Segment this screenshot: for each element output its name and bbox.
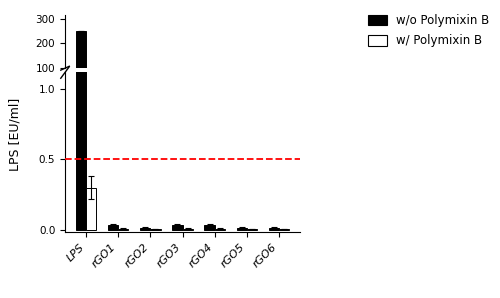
Bar <box>86 187 96 230</box>
Text: LPS [EU/ml]: LPS [EU/ml] <box>8 97 22 171</box>
Bar <box>108 225 118 230</box>
Bar <box>150 229 160 230</box>
Bar <box>76 31 86 93</box>
Bar <box>236 228 247 230</box>
Bar <box>269 228 279 230</box>
Bar <box>204 225 214 230</box>
Bar <box>182 229 193 230</box>
Bar <box>214 229 225 230</box>
Bar <box>118 229 128 230</box>
Bar <box>76 0 86 230</box>
Legend: w/o Polymixin B, w/ Polymixin B: w/o Polymixin B, w/ Polymixin B <box>366 12 492 50</box>
Bar <box>279 229 289 230</box>
Bar <box>140 228 150 230</box>
Bar <box>247 229 257 230</box>
Bar <box>172 225 182 230</box>
